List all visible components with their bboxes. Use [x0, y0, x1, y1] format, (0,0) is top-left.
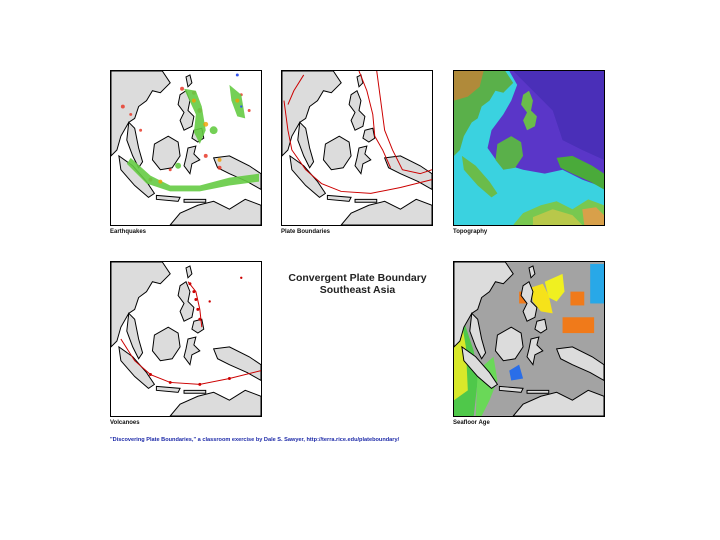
seafloor-age-caption: Seafloor Age	[453, 420, 490, 426]
earthquakes-map	[110, 70, 262, 226]
seafloor-age-map	[453, 261, 605, 417]
plate-boundaries-caption: Plate Boundaries	[281, 229, 331, 235]
title-line-1: Convergent Plate Boundary	[288, 272, 427, 284]
slide-title: Convergent Plate Boundary Southeast Asia	[270, 272, 445, 296]
topography-caption: Topography	[453, 229, 488, 235]
topography-map	[453, 70, 605, 226]
credit-line: "Discovering Plate Boundaries," a classr…	[110, 437, 400, 443]
title-line-2: Southeast Asia	[319, 284, 396, 296]
plate-boundaries-map	[281, 70, 433, 226]
volcanoes-caption: Volcanoes	[110, 420, 140, 426]
volcanoes-map	[110, 261, 262, 417]
earthquakes-caption: Earthquakes	[110, 229, 147, 235]
